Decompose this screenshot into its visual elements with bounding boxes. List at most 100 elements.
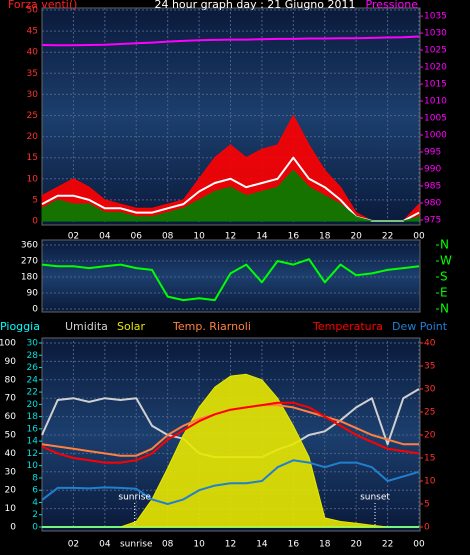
series-line — [41, 401, 420, 464]
x-tick-label: 10 — [193, 540, 205, 550]
y-tick-label: 20 — [27, 132, 39, 142]
y-tick-label: 40 — [5, 449, 17, 459]
y3-tick-label: 28 — [27, 351, 39, 361]
y3-tick-label: 8 — [32, 473, 38, 483]
y-tick-label: 0 — [10, 523, 16, 533]
y-tick-label: 90 — [27, 289, 39, 299]
y2-tick-label: 1010 — [424, 97, 447, 107]
y-tick-label: 360 — [21, 241, 38, 251]
y2-tick-label: N — [440, 302, 449, 316]
x-tick-label: 20 — [350, 232, 362, 242]
x-tick-label: 08 — [162, 232, 174, 242]
legend-entry: Temp. Riarnoli — [172, 320, 251, 333]
y2-tick-label: 975 — [424, 215, 441, 225]
y2-tick-label: 980 — [424, 198, 441, 208]
y-axis-label: Forza venti() — [8, 0, 77, 11]
y-tick-label: 70 — [5, 394, 17, 404]
y3-tick-label: 22 — [27, 388, 38, 398]
y3-tick-label: 20 — [27, 400, 39, 410]
legend-entry: Pioggia — [0, 320, 40, 333]
y2-tick-label: 15 — [424, 454, 435, 464]
y3-tick-label: 4 — [32, 498, 38, 508]
y-tick-label: 100 — [0, 339, 16, 349]
y-tick-label: 80 — [5, 375, 17, 385]
y-tick-label: 50 — [5, 431, 17, 441]
y2-tick-label: 1035 — [424, 12, 447, 22]
x-tick-label: 12 — [225, 232, 236, 242]
annotation: sunset — [360, 493, 390, 503]
x-tick-label: 20 — [350, 540, 362, 550]
y3-tick-label: 24 — [27, 375, 39, 385]
y2-tick-label: W — [440, 254, 452, 268]
y2-tick-label: 1030 — [424, 29, 447, 39]
series-line — [41, 373, 420, 528]
x-tick-label: 14 — [256, 232, 268, 242]
x-tick-label: 08 — [162, 540, 174, 550]
x-tick-label: 12 — [225, 540, 236, 550]
y-tick-label: 270 — [21, 257, 38, 267]
y2-tick-label: 30 — [424, 385, 436, 395]
x-tick-label: 22 — [382, 540, 393, 550]
y3-tick-label: 14 — [27, 437, 39, 447]
y-tick-label: 0 — [32, 305, 38, 315]
y2-tick-label: 990 — [424, 165, 441, 175]
y2-tick-label: 995 — [424, 148, 441, 158]
x-tick-label: 04 — [99, 540, 111, 550]
x-tick-label: 02 — [68, 540, 79, 550]
y2-tick-label: 1020 — [424, 63, 447, 73]
y-tick-label: 5 — [32, 195, 38, 205]
y3-tick-label: 26 — [27, 363, 39, 373]
y2-tick-label: 40 — [424, 339, 436, 349]
y2-tick-label: 1005 — [424, 114, 447, 124]
y3-tick-label: 18 — [27, 412, 39, 422]
y-tick-label: 180 — [21, 273, 38, 283]
y2-tick-label: E — [440, 286, 448, 300]
y-tick-label: 35 — [27, 69, 38, 79]
x-tick-label: 00 — [413, 232, 425, 242]
series-line — [41, 459, 420, 505]
panel-direction — [41, 239, 421, 313]
legend-entry: Temperatura — [312, 320, 383, 333]
x-tick-label: 04 — [99, 232, 111, 242]
y2-tick-label: 0 — [424, 523, 430, 533]
series-line — [41, 35, 420, 47]
y-tick-label: 0 — [32, 217, 38, 227]
x-tick-label: 18 — [319, 232, 331, 242]
legend-entry: Umidita — [65, 320, 108, 333]
y2-tick-label: 20 — [424, 431, 436, 441]
x-tick-label: 14 — [256, 540, 268, 550]
x-tick-label: 00 — [413, 540, 425, 550]
y2-tick-label: S — [440, 270, 448, 284]
y3-tick-label: 30 — [27, 339, 39, 349]
x-tick-label: 16 — [288, 540, 300, 550]
y2-tick-label: 5 — [424, 500, 430, 510]
series-line — [41, 169, 420, 222]
legend-entry: Dew Point — [392, 320, 448, 333]
y-tick-label: 30 — [27, 90, 39, 100]
y-tick-label: 45 — [27, 27, 38, 37]
x-tick-label: 10 — [193, 232, 205, 242]
x-tick-label: 06 — [131, 232, 143, 242]
y2-tick-label: 1015 — [424, 80, 447, 90]
y2-tick-label: 25 — [424, 408, 435, 418]
legend-entry: Solar — [117, 320, 146, 333]
x-tick-label: 16 — [288, 232, 300, 242]
y2-tick-label: 35 — [424, 362, 435, 372]
y3-tick-label: 0 — [32, 523, 38, 533]
y3-tick-label: 16 — [27, 424, 39, 434]
y-tick-label: 40 — [27, 48, 39, 58]
series-line — [41, 258, 420, 302]
x-tick-label: 02 — [68, 232, 79, 242]
y2-tick-label: 985 — [424, 182, 441, 192]
y-tick-label: 25 — [27, 111, 38, 121]
y-tick-label: 20 — [5, 486, 17, 496]
x-tick-label: sunrise — [120, 540, 153, 550]
chart-title: 24 hour graph day : 21 Giugno 2011 — [154, 0, 355, 11]
y3-tick-label: 10 — [27, 461, 39, 471]
y-tick-label: 10 — [5, 504, 17, 514]
y2-tick-label: N — [440, 238, 449, 252]
y3-tick-label: 2 — [32, 510, 38, 520]
y3-tick-label: 6 — [32, 486, 38, 496]
x-tick-label: 22 — [382, 232, 393, 242]
